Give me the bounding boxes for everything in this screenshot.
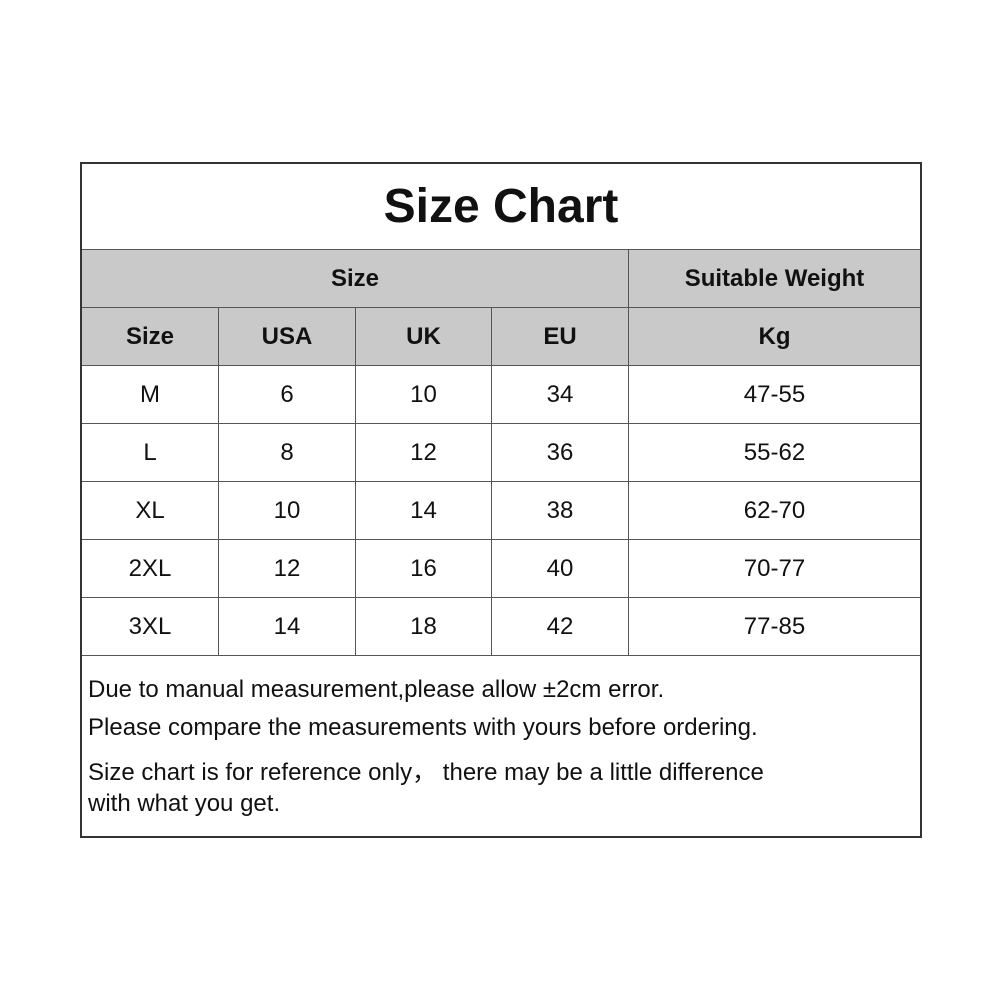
column-header: Size — [82, 308, 219, 366]
table-cell: 34 — [492, 366, 629, 424]
table-cell: 16 — [356, 540, 492, 598]
header-group: Size — [82, 250, 629, 308]
table-cell: M — [82, 366, 219, 424]
table-cell: 3XL — [82, 598, 219, 656]
table-cell: 10 — [219, 482, 356, 540]
table-cell: 42 — [492, 598, 629, 656]
table-cell: 2XL — [82, 540, 219, 598]
column-header: EU — [492, 308, 629, 366]
table-cell: 12 — [356, 424, 492, 482]
table-cell: 10 — [356, 366, 492, 424]
table-cell: 62-70 — [629, 482, 920, 540]
column-header: USA — [219, 308, 356, 366]
table-cell: 40 — [492, 540, 629, 598]
size-chart: Size Chart Size Suitable Weight Size USA UK EU… — [80, 162, 922, 838]
note-line: Please compare the measurements with you… — [88, 714, 758, 741]
table-cell: L — [82, 424, 219, 482]
column-header: UK — [356, 308, 492, 366]
table-cell: 55-62 — [629, 424, 920, 482]
table-cell: 14 — [219, 598, 356, 656]
header-group: Suitable Weight — [629, 250, 920, 308]
column-header: Kg — [629, 308, 920, 366]
table-cell: 38 — [492, 482, 629, 540]
table-cell: 6 — [219, 366, 356, 424]
table-cell: 70-77 — [629, 540, 920, 598]
table-cell: 36 — [492, 424, 629, 482]
table-cell: 77-85 — [629, 598, 920, 656]
note-line: Due to manual measurement,please allow ±… — [88, 676, 665, 703]
note-line: with what you get. — [88, 790, 281, 817]
table-cell: 8 — [219, 424, 356, 482]
note-line: Size chart is for reference only， there … — [88, 759, 764, 786]
title: Size Chart — [82, 164, 920, 250]
table-cell: XL — [82, 482, 219, 540]
table-cell: 47-55 — [629, 366, 920, 424]
table-cell: 18 — [356, 598, 492, 656]
table-cell: 12 — [219, 540, 356, 598]
table-cell: 14 — [356, 482, 492, 540]
